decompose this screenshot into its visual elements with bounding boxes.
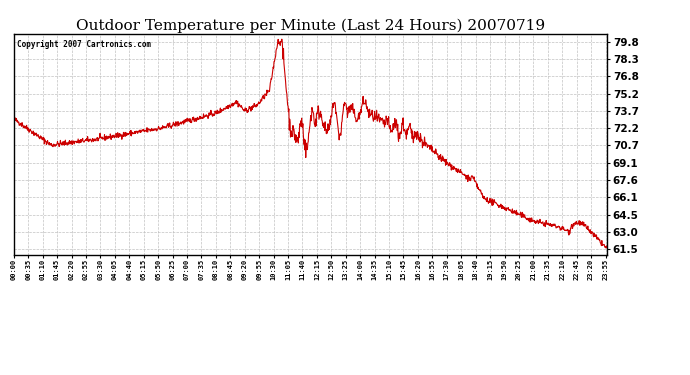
Title: Outdoor Temperature per Minute (Last 24 Hours) 20070719: Outdoor Temperature per Minute (Last 24 … — [76, 18, 545, 33]
Text: Copyright 2007 Cartronics.com: Copyright 2007 Cartronics.com — [17, 40, 151, 50]
